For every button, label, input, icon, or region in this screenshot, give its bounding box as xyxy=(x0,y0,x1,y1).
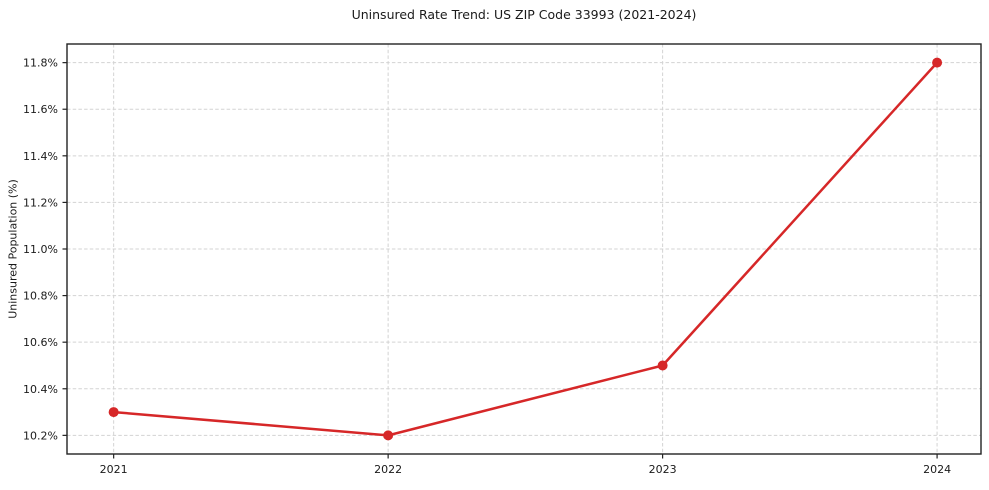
x-tick-label: 2022 xyxy=(374,463,402,476)
y-tick-label: 11.0% xyxy=(23,243,58,256)
trend-line xyxy=(112,61,939,437)
y-tick-label: 11.6% xyxy=(23,103,58,116)
y-tick-label: 10.6% xyxy=(23,336,58,349)
x-tick-label: 2024 xyxy=(923,463,951,476)
x-tick-label: 2023 xyxy=(649,463,677,476)
y-tick-label: 10.2% xyxy=(23,429,58,442)
y-tick-label: 11.2% xyxy=(23,196,58,209)
y-tick-label: 10.4% xyxy=(23,383,58,396)
data-point-2023 xyxy=(657,360,668,371)
x-tick-label: 2021 xyxy=(100,463,128,476)
data-point-2024 xyxy=(932,57,943,68)
data-point-2021 xyxy=(108,407,119,418)
y-tick-label: 11.4% xyxy=(23,150,58,163)
data-point-2022 xyxy=(383,430,394,441)
y-tick-label: 11.8% xyxy=(23,57,58,70)
chart-title: Uninsured Rate Trend: US ZIP Code 33993 … xyxy=(351,7,697,22)
y-tick-label: 10.8% xyxy=(23,290,58,303)
